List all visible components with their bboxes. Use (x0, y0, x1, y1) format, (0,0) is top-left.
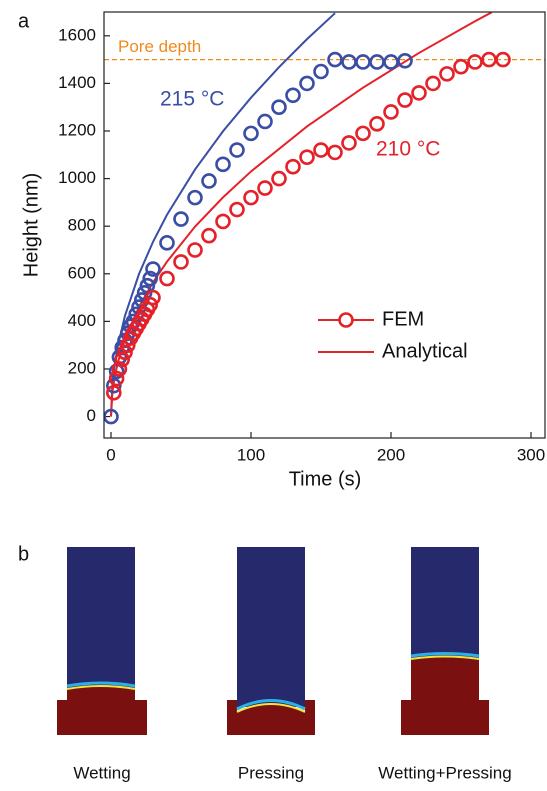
x-tick-label: 200 (377, 445, 405, 464)
fem-point (397, 92, 413, 108)
panel-label: b (18, 543, 29, 565)
fem-point (108, 370, 125, 387)
fem-point (271, 99, 287, 115)
legend-label: FEM (382, 308, 424, 330)
fem-point (142, 270, 158, 287)
filled-region (401, 657, 489, 735)
fem-point (173, 211, 189, 227)
fem-point (187, 242, 203, 258)
fem-point (397, 52, 413, 69)
fem-point (313, 142, 329, 158)
legend-marker (338, 312, 354, 328)
legend-label: Analytical (382, 340, 468, 362)
y-tick-label: 0 (87, 406, 96, 425)
fem-point (355, 125, 371, 142)
fem-point (159, 270, 175, 287)
fem-point (271, 170, 287, 187)
y-axis-title: Height (nm) (20, 173, 42, 277)
fem-point (341, 135, 357, 151)
y-tick-label: 600 (68, 263, 96, 282)
interface (66, 681, 136, 688)
fem-point (369, 54, 385, 70)
fem-point (257, 180, 273, 196)
fem-point (215, 156, 231, 173)
fem-point (285, 158, 301, 175)
interface (236, 703, 306, 713)
fem-point (285, 87, 301, 104)
y-tick-label: 800 (68, 216, 96, 235)
fem-point (243, 189, 259, 206)
x-axis-title: Time (s) (289, 468, 362, 490)
fem-point (327, 51, 343, 68)
column (67, 547, 135, 707)
interface (410, 652, 480, 658)
interface (410, 655, 480, 660)
y-tick-label: 200 (68, 358, 96, 377)
fem-point (215, 213, 231, 230)
fem-point (383, 104, 399, 120)
fem-point (383, 54, 399, 70)
plot: 0 100 200 300 0 200 400 600 800 1000 1200 1400 1600 P… (58, 12, 545, 464)
interface (236, 699, 306, 711)
fem-point (187, 189, 203, 206)
simulation-images (57, 547, 489, 735)
fem-point (327, 144, 343, 161)
fem-point (173, 254, 189, 270)
fem-point (453, 58, 469, 75)
fem-point (299, 149, 315, 165)
fem-point (467, 54, 483, 70)
interface (66, 685, 136, 690)
y-tick-label: 1200 (58, 120, 96, 139)
fem-point (313, 63, 329, 80)
fem-point (229, 201, 245, 218)
filled-region (57, 687, 147, 735)
fem-point (355, 54, 371, 70)
fem-point (106, 384, 122, 401)
fem-point (117, 344, 133, 361)
fem-point (257, 113, 273, 130)
fem-point (159, 235, 175, 251)
reference-label: Pore depth (118, 37, 201, 56)
fem-point (145, 261, 161, 277)
fem-point (106, 377, 122, 394)
fem-point (201, 173, 217, 189)
fem-point (299, 75, 315, 92)
fem-point (111, 361, 128, 377)
axes-frame (103, 11, 546, 439)
fem-point (425, 75, 441, 92)
column (237, 547, 305, 707)
fem-point (114, 351, 130, 368)
image-caption: Wetting+Pressing (378, 763, 511, 782)
series-annotation: 210 °C (376, 138, 440, 161)
fem-point (411, 85, 427, 101)
fem-point (142, 296, 158, 313)
y-tick-label: 1000 (58, 168, 96, 187)
y-tick-label: 1400 (58, 73, 96, 92)
fem-point (145, 289, 161, 306)
image-caption: Wetting (73, 763, 130, 782)
y-tick-label: 400 (68, 311, 96, 330)
x-tick-label: 0 (106, 445, 115, 464)
fem-point (439, 66, 455, 82)
fem-point (243, 125, 259, 142)
fem-point (341, 54, 357, 70)
panel-label: a (18, 10, 30, 32)
fem-point (229, 142, 245, 158)
x-tick-label: 100 (237, 445, 265, 464)
x-tick-label: 300 (517, 445, 545, 464)
filled-region (227, 700, 315, 735)
analytical-line (110, 12, 493, 417)
fem-point (369, 116, 385, 132)
series-annotation: 215 °C (160, 88, 224, 111)
image-caption: Pressing (238, 763, 304, 782)
y-tick-label: 1600 (58, 25, 96, 44)
fem-point (495, 51, 511, 68)
plot-area (104, 12, 545, 425)
fem-point (201, 227, 217, 244)
